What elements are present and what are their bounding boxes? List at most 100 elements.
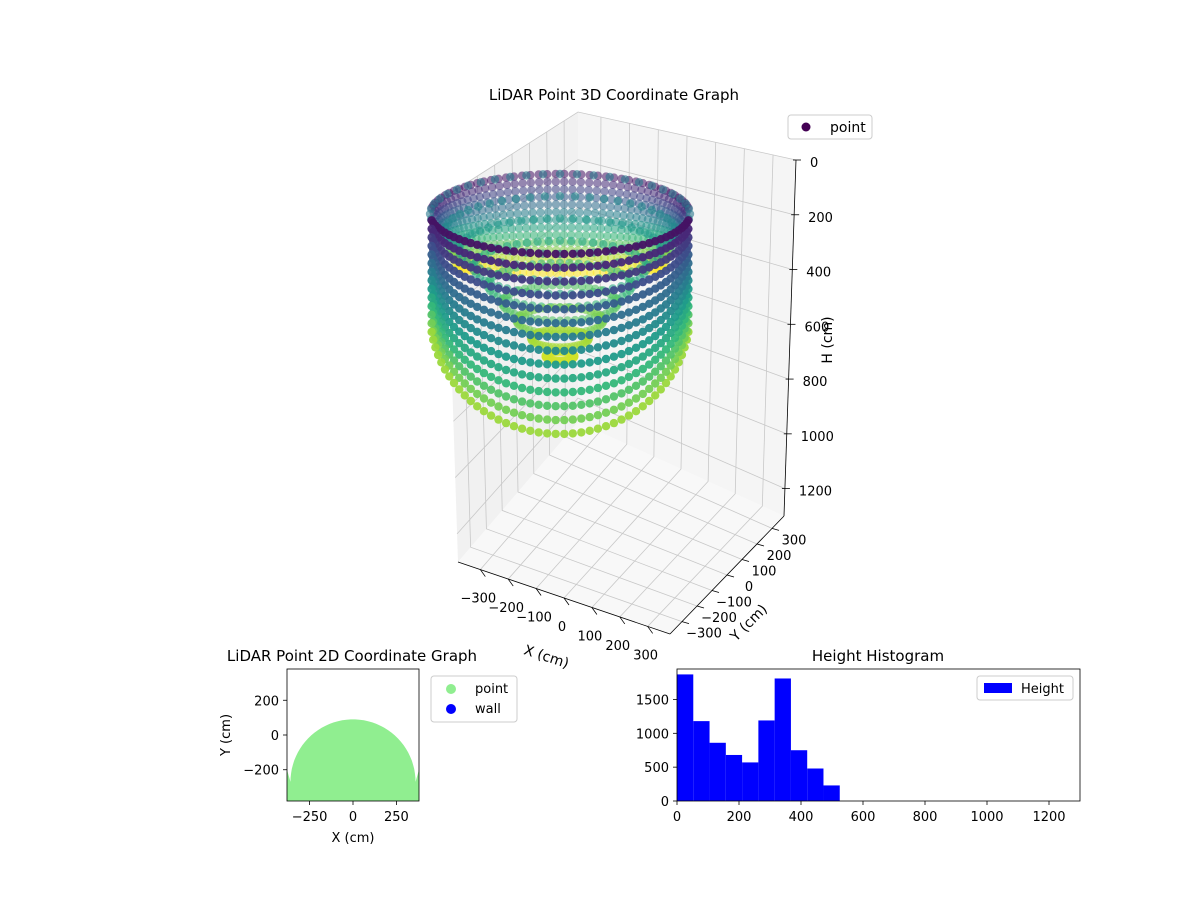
point-marker-3d	[494, 336, 503, 346]
point-marker-3d	[505, 202, 514, 211]
tick-label-x-hist: 200	[727, 810, 752, 825]
point-marker-3d	[576, 177, 586, 187]
point-marker-3d	[593, 288, 603, 298]
point-marker-3d	[581, 231, 591, 240]
legend-2d: point wall	[430, 675, 518, 723]
legend-label-point-2d: point	[475, 682, 508, 697]
point-marker-3d	[578, 237, 587, 246]
point-marker-3d	[585, 371, 594, 381]
point-marker-3d	[634, 178, 644, 187]
point-marker-3d	[656, 327, 665, 336]
point-marker-3d	[509, 327, 519, 337]
point-marker-3d	[533, 237, 542, 246]
point-marker-3d	[560, 429, 569, 439]
point-marker-3d	[540, 192, 550, 201]
point-marker-3d	[473, 302, 482, 312]
point-marker-3d	[463, 181, 473, 190]
point-marker-3d	[455, 339, 464, 348]
ticks-2d: −250 0 250 −200 0 200	[243, 694, 409, 825]
point-marker-3d	[624, 295, 634, 304]
point-marker-3d	[427, 276, 436, 285]
point-marker-3d	[526, 344, 535, 353]
point-marker-3d	[593, 343, 603, 352]
point-marker-3d	[525, 268, 534, 277]
point-marker-3d	[617, 271, 626, 280]
point-marker-3d	[589, 231, 598, 240]
point-marker-3d	[658, 185, 668, 194]
point-marker-3d	[479, 292, 489, 302]
point-marker-3d	[568, 415, 577, 424]
point-marker-3d	[651, 391, 660, 400]
point-marker-3d	[575, 200, 585, 209]
grid-line-y	[459, 187, 683, 622]
tick-mark-y-3d	[726, 574, 735, 578]
point-marker-3d	[517, 261, 527, 270]
point-marker-3d	[601, 395, 611, 404]
point-marker-3d	[577, 263, 586, 272]
point-marker-3d	[584, 283, 594, 292]
point-marker-3d	[601, 247, 611, 256]
point-marker-3d	[560, 263, 569, 272]
y-axis-label-2d: Y (cm)	[219, 714, 234, 757]
point-marker-3d	[568, 291, 577, 300]
point-marker-3d	[638, 302, 647, 312]
point-marker-3d	[559, 223, 568, 232]
point-marker-3d	[509, 274, 519, 283]
point-marker-3d	[526, 385, 535, 394]
point-marker-3d	[645, 311, 654, 321]
point-marker-3d	[508, 231, 517, 241]
point-marker-3d	[433, 350, 443, 360]
point-marker-3d	[567, 230, 576, 240]
point-marker-3d	[473, 290, 482, 299]
point-marker-3d	[473, 277, 482, 287]
point-marker-3d	[534, 414, 543, 423]
point-marker-3d	[473, 352, 482, 361]
point-marker-3d	[568, 332, 577, 341]
point-marker-3d	[651, 320, 660, 329]
point-marker-3d	[609, 259, 619, 268]
point-marker-3d	[517, 288, 527, 298]
point-marker-3d	[638, 402, 647, 411]
tick-mark-y-3d	[681, 621, 690, 624]
point-marker-3d	[661, 345, 671, 354]
point-marker-3d	[479, 305, 489, 314]
point-marker-3d	[502, 180, 512, 190]
point-marker-3d	[586, 268, 595, 277]
point-marker-3d	[638, 364, 647, 374]
point-marker-3d	[609, 339, 619, 348]
point-marker-3d	[601, 408, 611, 417]
point-marker-3d	[551, 185, 561, 194]
point-marker-3d	[511, 187, 520, 196]
point-marker-3d	[534, 345, 543, 354]
point-marker-3d	[638, 340, 647, 349]
point-marker-3d	[631, 343, 641, 352]
histogram-bar	[774, 678, 791, 801]
point-marker-3d	[479, 254, 489, 264]
point-marker-3d	[638, 290, 647, 299]
tick-label-y-2d: −200	[243, 764, 279, 779]
point-marker-3d	[494, 258, 503, 267]
point-marker-3d	[466, 384, 475, 394]
point-marker-3d	[494, 363, 503, 372]
point-marker-3d	[466, 372, 475, 381]
point-marker-3d	[543, 263, 552, 272]
histogram-bar	[790, 750, 808, 801]
point-cloud-3d	[425, 169, 695, 439]
point-marker-3d	[638, 377, 647, 386]
point-marker-3d	[486, 282, 496, 291]
point-marker-3d	[560, 291, 569, 300]
point-marker-3d	[601, 314, 611, 323]
point-marker-3d	[469, 194, 478, 203]
point-marker-3d	[585, 193, 595, 202]
point-marker-3d	[455, 350, 464, 359]
point-marker-3d	[460, 331, 469, 341]
point-marker-3d	[577, 304, 586, 313]
point-marker-3d	[529, 215, 538, 224]
point-marker-3d	[455, 209, 465, 219]
point-marker-3d	[616, 181, 625, 191]
ticks-histogram: 0 200 400 600 800 1000 1200 0 500 1000 1500	[636, 693, 1066, 825]
point-marker-3d	[427, 319, 436, 328]
point-marker-3d	[617, 336, 626, 346]
point-marker-3d	[574, 230, 583, 240]
point-marker-3d	[630, 184, 640, 193]
